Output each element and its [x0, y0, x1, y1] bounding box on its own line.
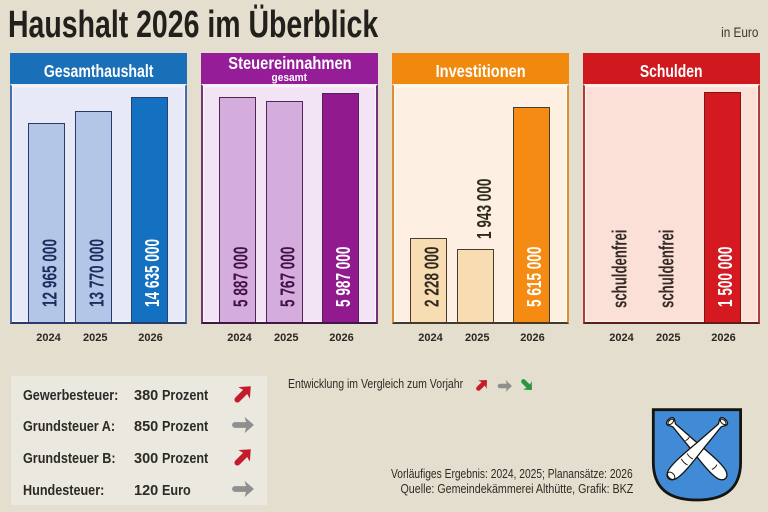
svg-text:1 943 000: 1 943 000: [473, 179, 495, 239]
svg-text:schuldenfrei: schuldenfrei: [656, 230, 678, 308]
svg-text:schuldenfrei: schuldenfrei: [609, 230, 631, 308]
